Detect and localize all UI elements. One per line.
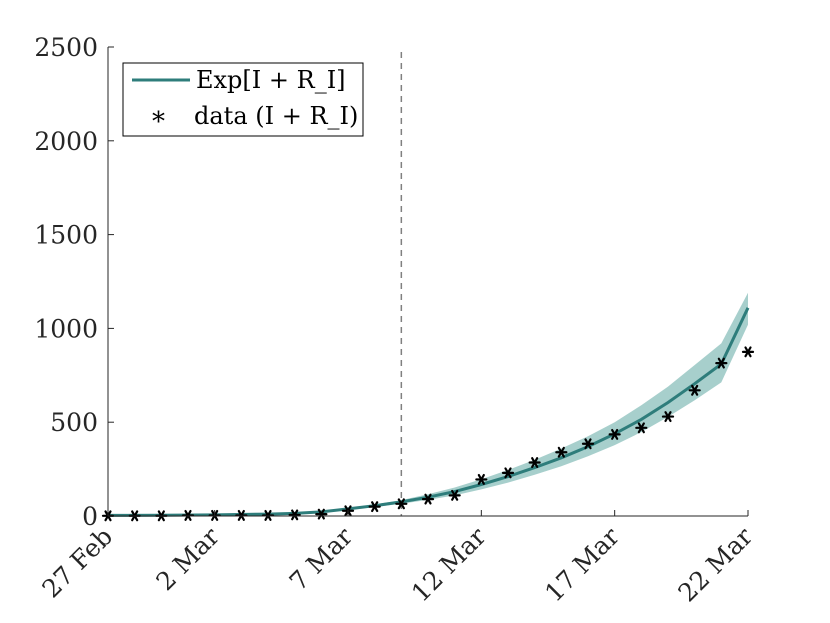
x-tick-label: 17 Mar bbox=[539, 522, 625, 608]
data-point bbox=[368, 501, 381, 513]
x-tick-label: 27 Feb bbox=[37, 522, 119, 604]
x-tick-label: 22 Mar bbox=[673, 522, 759, 608]
data-point bbox=[581, 438, 595, 450]
legend-label-model: Exp[I + R_I] bbox=[196, 66, 346, 94]
model-line bbox=[107, 307, 750, 517]
data-point bbox=[421, 493, 435, 505]
y-tick-label: 0 bbox=[82, 502, 98, 531]
data-point bbox=[395, 498, 408, 510]
data-point bbox=[715, 357, 728, 369]
y-tick-label: 2000 bbox=[34, 127, 98, 156]
x-tick-label: 12 Mar bbox=[406, 522, 492, 608]
data-point bbox=[555, 446, 568, 458]
y-tick-label: 2500 bbox=[34, 33, 98, 62]
data-point bbox=[635, 422, 648, 434]
data-point bbox=[741, 346, 755, 358]
data-point bbox=[181, 509, 195, 521]
y-tick-label: 1000 bbox=[34, 314, 98, 343]
legend: Exp[I + R_I] * data (I + R_I) bbox=[122, 62, 364, 137]
data-point bbox=[661, 411, 675, 423]
data-point bbox=[448, 489, 461, 501]
confidence-band bbox=[108, 292, 748, 516]
data-point bbox=[235, 509, 248, 521]
data-point bbox=[475, 473, 488, 485]
data-point bbox=[528, 457, 541, 468]
legend-label-data: data (I + R_I) bbox=[194, 102, 358, 130]
data-point bbox=[288, 509, 301, 521]
y-tick-label: 500 bbox=[50, 408, 98, 437]
x-tick-label: 2 Mar bbox=[150, 522, 224, 596]
data-point bbox=[501, 467, 515, 479]
y-tick-label: 1500 bbox=[34, 221, 98, 250]
x-tick-label: 7 Mar bbox=[284, 522, 358, 596]
data-point bbox=[688, 384, 701, 396]
data-point bbox=[608, 428, 621, 440]
data-point bbox=[315, 508, 328, 520]
legend-asterisk-marker: * bbox=[152, 107, 165, 137]
data-point bbox=[261, 509, 275, 521]
